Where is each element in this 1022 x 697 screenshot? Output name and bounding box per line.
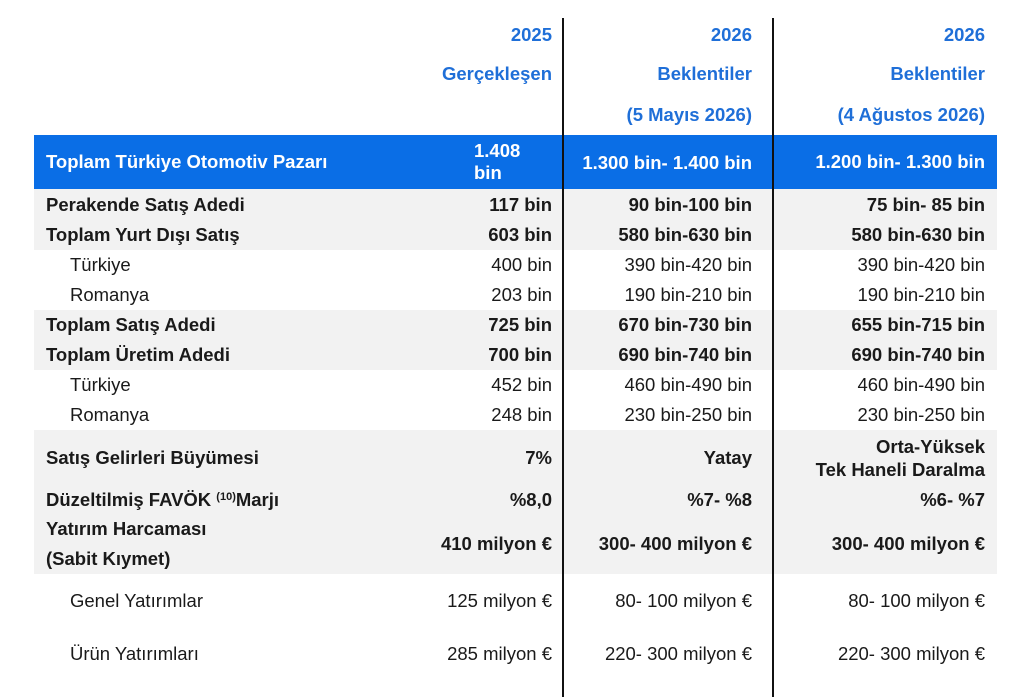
row-value-2025: 7%	[525, 447, 552, 468]
header-2025-date	[34, 95, 564, 135]
header-date-row: (5 Mayıs 2026) (4 Ağustos 2026)	[34, 95, 997, 135]
column-divider-right	[772, 18, 774, 697]
row-value-2026-may: 220- 300 milyon €	[604, 643, 752, 664]
table-row: Türkiye 400 bin 390 bin-420 bin 390 bin-…	[34, 250, 997, 280]
row-label-main: Düzeltilmiş FAVÖK	[46, 489, 212, 510]
row-label: Satış Gelirleri Büyümesi	[46, 447, 259, 468]
row-label: Toplam Üretim Adedi	[46, 344, 230, 365]
outlook-table: 2025 2026 2026 Gerçekleşen Beklentiler B…	[34, 0, 997, 680]
table-row: Toplam Yurt Dışı Satış 603 bin 580 bin-6…	[34, 220, 997, 250]
row-value-2026-may: 460 bin-490 bin	[624, 374, 752, 395]
row-label: Romanya	[70, 284, 150, 305]
table-row: Toplam Türkiye Otomotiv Pazarı 1.408 bin…	[34, 135, 997, 189]
row-value-2026-aug: 230 bin-250 bin	[857, 404, 985, 425]
table-row: Satış Gelirleri Büyümesi 7% Yatay Orta-Y…	[34, 430, 997, 486]
row-value-2025: 285 milyon €	[447, 643, 552, 664]
header-2026-year-aug: 2026	[943, 23, 985, 45]
table-row: Ürün Yatırımları 285 milyon € 220- 300 m…	[34, 628, 997, 680]
row-value-2026-aug: 390 bin-420 bin	[857, 254, 985, 275]
row-value-2025: 248 bin	[491, 404, 552, 425]
row-value-2026-may: 190 bin-210 bin	[624, 284, 752, 305]
row-value-2026-may: 670 bin-730 bin	[618, 314, 752, 335]
row-value-2026-aug: 655 bin-715 bin	[851, 314, 985, 335]
table-row: Romanya 248 bin 230 bin-250 bin 230 bin-…	[34, 400, 997, 430]
row-label-suffix: Marjı	[235, 489, 280, 510]
column-divider-left	[562, 18, 564, 697]
row-value-2025: 400 bin	[491, 254, 552, 275]
row-label: Toplam Yurt Dışı Satış	[46, 224, 240, 245]
table-row: Toplam Üretim Adedi 700 bin 690 bin-740 …	[34, 340, 997, 370]
row-value-2026-may-text: 1.300 bin- 1.400 bin	[582, 151, 752, 173]
header-2026-date-aug: (4 Ağustos 2026)	[837, 104, 985, 125]
row-value-2026-aug: 460 bin-490 bin	[857, 374, 985, 395]
row-label: Romanya	[70, 404, 150, 425]
row-label: Düzeltilmiş FAVÖK (10) Marjı	[34, 486, 474, 514]
row-value-2026-may: %7- %8	[687, 489, 752, 510]
row-label: Türkiye	[70, 374, 131, 395]
row-value-2025: 1.408 bin	[474, 140, 521, 183]
row-value-2026-aug: 580 bin-630 bin	[851, 224, 985, 245]
row-value-2026-may: 690 bin-740 bin	[618, 344, 752, 365]
row-value-2025: 125 milyon €	[447, 590, 552, 611]
row-value-2026-may: 90 bin-100 bin	[628, 193, 752, 215]
footnote-marker: (10)	[216, 491, 236, 503]
row-value-2026-may: 1.300 bin- 1.400 bin	[564, 135, 762, 189]
table-row: Toplam Satış Adedi 725 bin 670 bin-730 b…	[34, 310, 997, 340]
header-status-row: Gerçekleşen Beklentiler Beklentiler	[34, 53, 997, 95]
table-row: Yatırım Harcaması (Sabit Kıymet) 410 mil…	[34, 514, 997, 574]
row-value-2026-may: 300- 400 milyon €	[598, 533, 752, 554]
table-row: Türkiye 452 bin 460 bin-490 bin 460 bin-…	[34, 370, 997, 400]
row-value-2026-aug: 220- 300 milyon €	[837, 643, 985, 664]
row-label: Yatırım Harcaması (Sabit Kıymet)	[34, 514, 424, 574]
row-value-2025: 452 bin	[491, 374, 552, 395]
row-value-2026-may: 80- 100 milyon €	[615, 590, 752, 611]
header-2026-status-may: Beklentiler	[657, 63, 752, 84]
header-year-row: 2025 2026 2026	[34, 16, 997, 53]
row-value-2026-may: Yatay	[703, 447, 752, 468]
row-label: Genel Yatırımlar	[70, 590, 203, 611]
row-value-2025: 603 bin	[488, 224, 552, 245]
table-row: Romanya 203 bin 190 bin-210 bin 190 bin-…	[34, 280, 997, 310]
row-value-2026-aug: 300- 400 milyon €	[831, 533, 985, 554]
header-2025-year: 2025	[510, 23, 552, 45]
row-label: Perakende Satış Adedi	[46, 193, 245, 215]
row-value-2026-aug: 190 bin-210 bin	[857, 284, 985, 305]
header-2025-status: Gerçekleşen	[441, 63, 552, 84]
table-row: Genel Yatırımlar 125 milyon € 80- 100 mi…	[34, 574, 997, 628]
row-value-2026-aug: 1.200 bin- 1.300 bin	[815, 151, 985, 172]
row-value-2026-aug: 80- 100 milyon €	[848, 590, 985, 611]
row-value-2026-may: 230 bin-250 bin	[624, 404, 752, 425]
row-value-2025: 203 bin	[491, 284, 552, 305]
row-label-line2: (Sabit Kıymet)	[46, 548, 171, 569]
row-label: Türkiye	[70, 254, 131, 275]
row-label: Toplam Türkiye Otomotiv Pazarı	[46, 151, 328, 172]
header-2026-year-may: 2026	[710, 23, 752, 45]
row-value-2025: 117 bin	[489, 193, 552, 215]
row-value-2025: 410 milyon €	[440, 533, 552, 554]
header-2026-date-may: (5 Mayıs 2026)	[626, 104, 752, 125]
row-label: Toplam Satış Adedi	[46, 314, 216, 335]
row-value-2026-aug-line1: Orta-Yüksek	[876, 436, 985, 457]
row-value-2026-aug: 75 bin- 85 bin	[866, 193, 985, 215]
header-2026-status-aug: Beklentiler	[890, 63, 985, 84]
row-value-2026-may: 580 bin-630 bin	[618, 224, 752, 245]
table-row: Perakende Satış Adedi 117 bin 90 bin-100…	[34, 189, 997, 220]
row-value-2026-aug: %6- %7	[920, 489, 985, 510]
row-value-2025: 700 bin	[488, 344, 552, 365]
row-value-2025: %8,0	[509, 489, 552, 510]
row-value-2026-aug-line2: Tek Haneli Daralma	[815, 459, 985, 480]
table-row: Düzeltilmiş FAVÖK (10) Marjı %8,0 %7- %8…	[34, 486, 997, 514]
row-value-2026-aug: 690 bin-740 bin	[851, 344, 985, 365]
row-label: Ürün Yatırımları	[70, 643, 199, 664]
row-value-2026-may: 390 bin-420 bin	[624, 254, 752, 275]
row-label-line1: Yatırım Harcaması	[46, 518, 207, 539]
row-value-2025: 725 bin	[488, 314, 552, 335]
row-value-2026-aug: Orta-Yüksek Tek Haneli Daralma	[762, 430, 997, 486]
